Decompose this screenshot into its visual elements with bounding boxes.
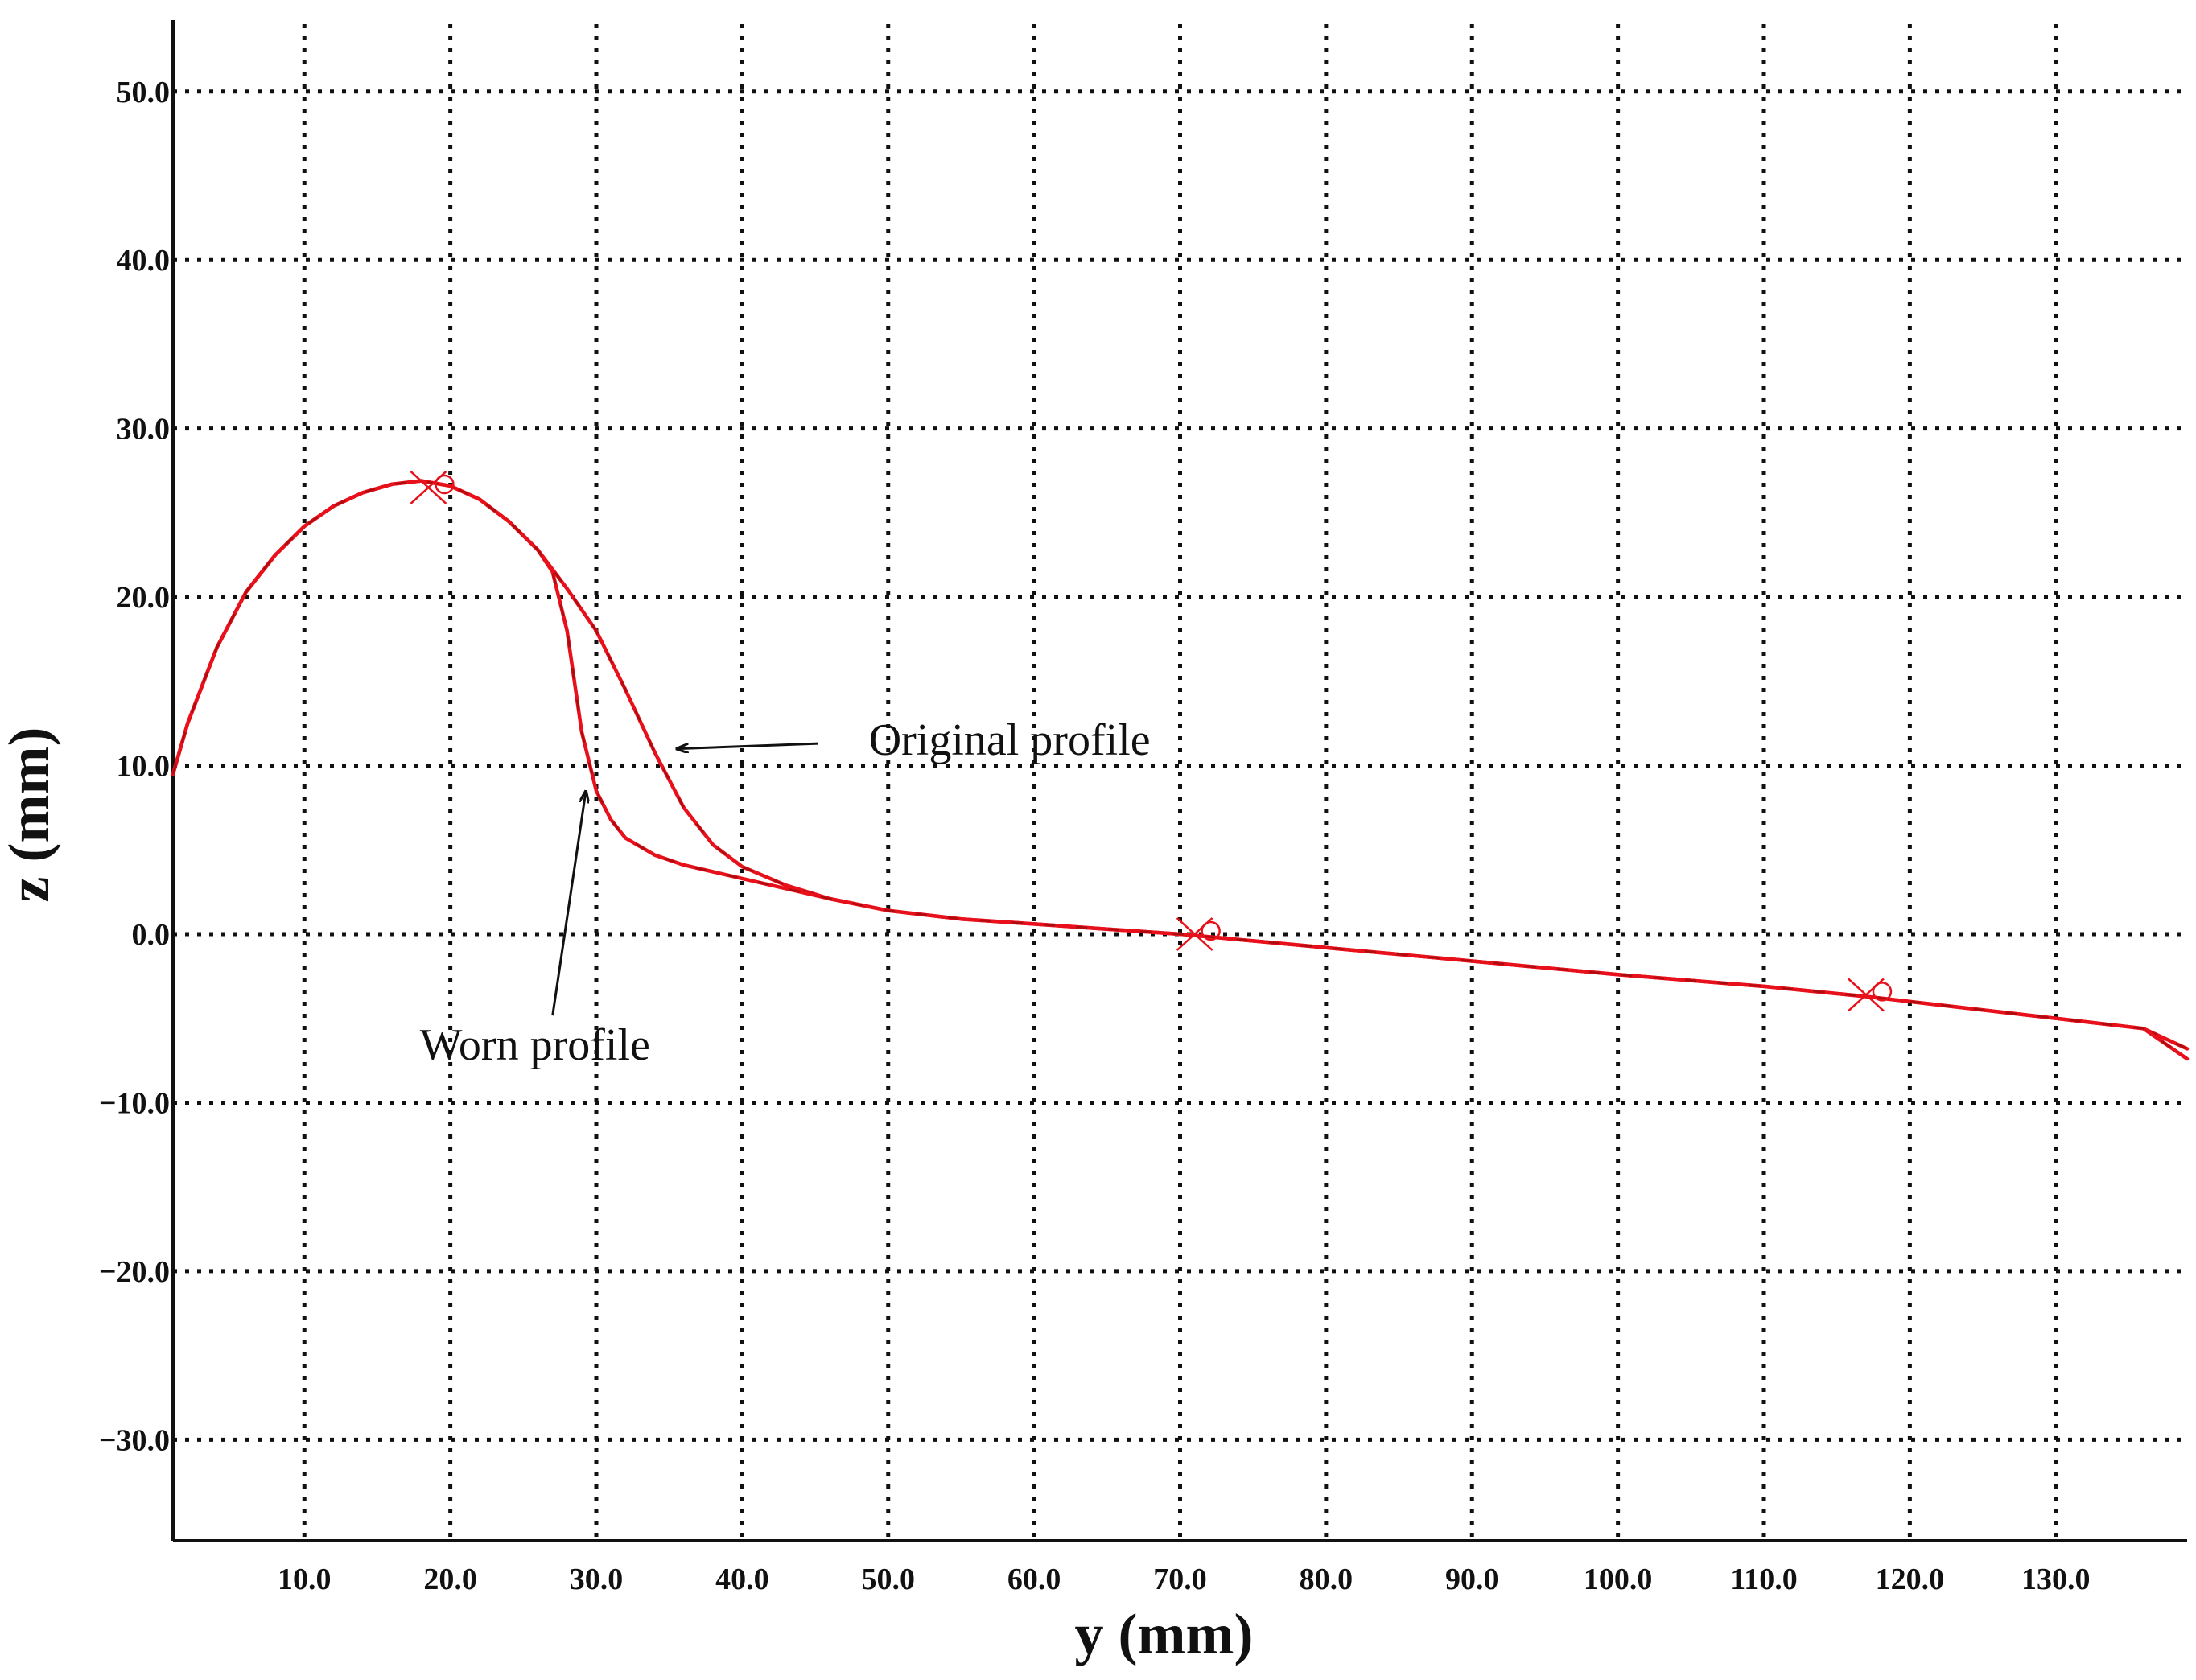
data-marker — [410, 471, 455, 504]
y-tick-label: −20.0 — [99, 1255, 170, 1289]
x-tick-label: 40.0 — [715, 1563, 769, 1596]
grid — [173, 24, 2187, 1541]
x-tick-label: 80.0 — [1300, 1563, 1353, 1596]
x-tick-label: 90.0 — [1445, 1563, 1499, 1596]
y-tick-labels: 50.0 40.0 30.0 20.0 10.0 0.0 −10.0 −20.0 −30.0 — [99, 76, 170, 1458]
x-tick-labels: 10.0 20.0 30.0 40.0 50.0 60.0 70.0 80.0 90.0 100.… — [278, 1563, 2091, 1596]
annotation-worn-profile: Worn profile — [420, 1020, 650, 1070]
x-tick-label: 110.0 — [1730, 1563, 1797, 1596]
annotation-original-profile: Original profile — [869, 715, 1151, 765]
marker-ring — [435, 474, 455, 495]
y-axis-title: z (mm) — [0, 727, 61, 903]
x-tick-label: 30.0 — [570, 1563, 624, 1596]
x-tick-label: 130.0 — [2021, 1563, 2091, 1596]
marker-ring — [1872, 982, 1893, 1002]
y-tick-label: −30.0 — [99, 1423, 170, 1457]
y-tick-label: 30.0 — [117, 413, 171, 447]
markers — [410, 471, 1893, 1012]
x-tick-label: 60.0 — [1007, 1563, 1061, 1596]
series-line — [171, 479, 2190, 1061]
y-tick-label: 50.0 — [117, 76, 171, 109]
data-marker — [1176, 917, 1221, 951]
x-axis-title: y (mm) — [1075, 1602, 1254, 1666]
axes — [171, 20, 2187, 1542]
y-tick-label: 0.0 — [132, 918, 171, 952]
x-tick-label: 70.0 — [1153, 1563, 1207, 1596]
series — [171, 479, 2190, 1061]
annotations: Original profile Worn profile — [420, 715, 1151, 1070]
x-tick-label: 100.0 — [1584, 1563, 1653, 1596]
annotation-arrow — [551, 792, 586, 1016]
x-tick-label: 20.0 — [423, 1563, 477, 1596]
y-tick-label: −10.0 — [99, 1086, 170, 1120]
x-tick-label: 10.0 — [278, 1563, 332, 1596]
x-tick-label: 50.0 — [861, 1563, 915, 1596]
x-tick-label: 120.0 — [1876, 1563, 1945, 1596]
marker-ring — [1201, 920, 1221, 941]
y-tick-label: 20.0 — [117, 581, 171, 615]
annotation-arrow — [678, 742, 818, 748]
y-tick-label: 10.0 — [117, 750, 171, 784]
y-tick-label: 40.0 — [117, 244, 171, 278]
data-marker — [1848, 978, 1893, 1012]
